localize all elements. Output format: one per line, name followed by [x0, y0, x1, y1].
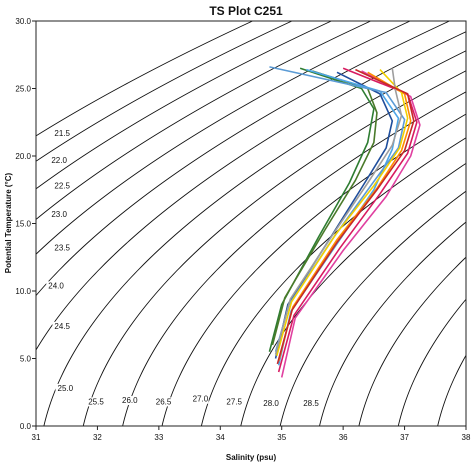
isopycnal-label-bg: [52, 181, 71, 191]
x-tick-label: 36: [339, 433, 348, 442]
isopycnal-label-bg: [55, 383, 74, 393]
isopycnal-label-bg: [301, 398, 320, 408]
x-tick-label: 34: [216, 433, 225, 442]
isopycnal-label: 24.5: [54, 322, 70, 331]
isopycnal-line: [36, 21, 293, 162]
y-tick-label: 30.0: [15, 17, 31, 26]
isopycnal-line: [358, 256, 466, 426]
isopycnal-label-bg: [52, 321, 71, 331]
isopycnal-line: [200, 137, 466, 426]
isopycnal-label: 27.0: [193, 395, 209, 404]
isopycnal-line: [43, 50, 466, 426]
isopycnal-line: [36, 21, 253, 137]
isopycnal-label-bg: [52, 243, 71, 253]
x-tick-label: 38: [462, 433, 471, 442]
series-line-4: [277, 68, 400, 366]
y-tick-label: 25.0: [15, 85, 31, 94]
isopycnal-line: [122, 91, 466, 426]
x-tick-label: 33: [154, 433, 163, 442]
isopycnal-label: 27.5: [226, 397, 242, 406]
y-axis-title: Potential Temperature (°C): [4, 172, 13, 273]
isopycnal-line: [240, 162, 466, 426]
isopycnal-line: [397, 298, 466, 426]
isopycnal-label: 23.0: [51, 210, 67, 219]
isopycnal-label-bg: [52, 128, 71, 138]
isopycnal-label: 25.0: [58, 384, 74, 393]
chart-title: TS Plot C251: [209, 4, 283, 18]
x-tick-label: 31: [32, 433, 41, 442]
x-tick-label: 32: [93, 433, 102, 442]
isopycnal-line: [36, 21, 332, 190]
isopycnal-lines: [36, 21, 466, 426]
isopycnal-line: [36, 31, 466, 351]
isopycnal-label-bg: [86, 397, 105, 407]
isopycnal-label-bg: [49, 209, 68, 219]
isopycnal-line: [36, 21, 411, 255]
isopycnal-label-bg: [224, 397, 243, 407]
series-lines: [268, 66, 421, 378]
x-axis-ticks: 31 32 33 34 35 36 37 38: [32, 426, 471, 442]
series-line-7: [280, 70, 421, 378]
isopycnal-label: 25.5: [88, 397, 104, 406]
isopycnal-label-bg: [120, 396, 138, 406]
isopycnal-label-bg: [46, 281, 65, 291]
isopycnal-label: 22.0: [51, 156, 67, 165]
isopycnal-line: [161, 113, 466, 426]
isopycnal-label-bg: [261, 398, 280, 408]
y-tick-label: 0.0: [20, 422, 32, 431]
series-line-11: [276, 68, 415, 365]
series-line-9: [276, 69, 409, 357]
isopycnal-line: [437, 354, 466, 426]
y-tick-label: 20.0: [15, 152, 31, 161]
isopycnal-label: 24.0: [48, 281, 64, 290]
plot-frame: [35, 20, 467, 427]
isopycnal-line: [82, 70, 466, 426]
isopycnal-line: [36, 21, 450, 297]
isopycnal-label: 26.5: [156, 397, 172, 406]
isopycnal-label-bg: [190, 394, 209, 404]
isopycnal-label: 22.5: [54, 181, 70, 190]
isopycnal-label: 28.0: [263, 399, 279, 408]
series-line-10: [274, 68, 403, 355]
x-tick-label: 35: [277, 433, 286, 442]
isopycnal-label: 21.5: [54, 129, 70, 138]
y-tick-label: 10.0: [15, 287, 31, 296]
series-line-1: [268, 67, 375, 352]
isopycnal-label: 26.0: [122, 396, 138, 405]
isopycnal-line: [319, 221, 466, 426]
series-line-8: [277, 71, 412, 362]
x-tick-label: 37: [400, 433, 409, 442]
isopycnal-label-bg: [153, 397, 172, 407]
isopycnal-label: 28.5: [303, 399, 319, 408]
y-tick-label: 5.0: [20, 355, 32, 364]
y-axis-ticks: 0.0 5.0 10.0 15.0 20.0 25.0 30.0: [15, 17, 36, 431]
isopycnal-label: 23.5: [54, 244, 70, 253]
isopycnal-line: [279, 190, 466, 426]
isopycnal-line: [36, 21, 371, 221]
y-tick-label: 15.0: [15, 220, 31, 229]
isopycnal-label-bg: [49, 155, 68, 165]
x-axis-title: Salinity (psu): [226, 453, 277, 462]
isopycnal-labels: 21.5 22.0 22.5 23.0 23.5 24.0 24.5 25.0 25.5 26.0…: [46, 128, 320, 408]
series-line-2: [271, 70, 378, 346]
